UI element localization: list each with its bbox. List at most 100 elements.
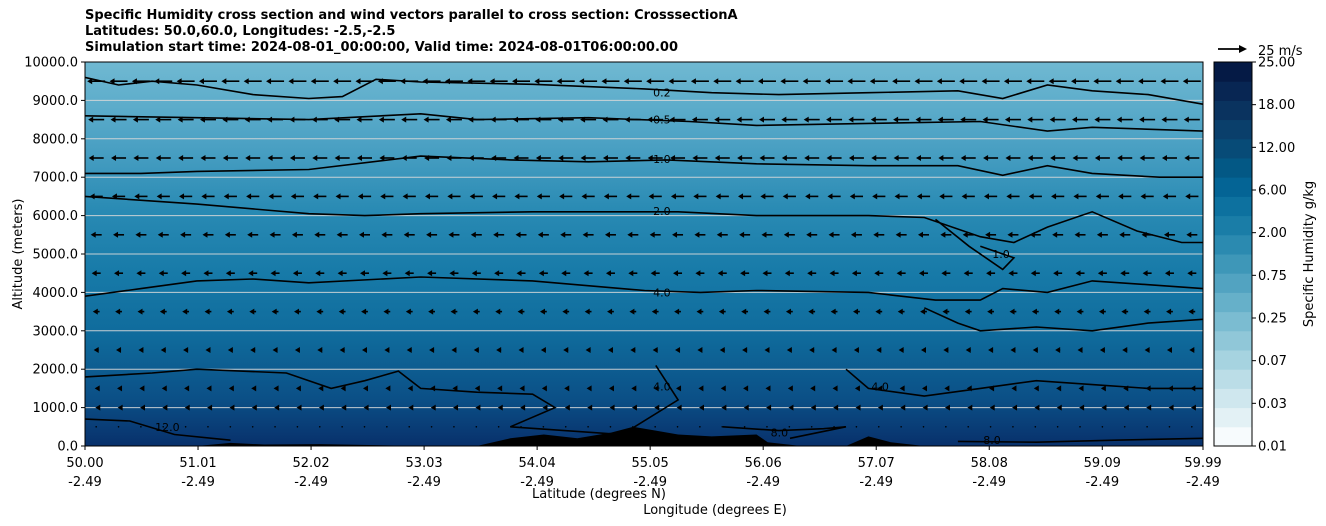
wind-vector <box>561 270 571 277</box>
wind-vector <box>690 78 709 85</box>
wind-vector <box>178 155 194 161</box>
wind-vector <box>809 347 815 353</box>
colorbar-tick-label: 18.00 <box>1258 98 1295 113</box>
wind-vector <box>109 78 128 85</box>
colorbar-band <box>1214 119 1252 140</box>
colorbar: 0.01 0.03 0.07 0.25 0.75 2.00 6.00 12.00 18.00 25… <box>1213 56 1317 455</box>
wind-vector <box>1012 426 1014 428</box>
colorbar-band <box>1214 273 1252 293</box>
wind-vector <box>162 426 165 428</box>
wind-vector <box>91 270 101 277</box>
wind-vector <box>519 385 525 392</box>
wind-vector <box>875 308 883 315</box>
wind-vector <box>402 193 416 200</box>
wind-vector <box>871 155 887 161</box>
wind-vector <box>251 426 254 428</box>
wind-vector <box>563 347 569 353</box>
wind-vector <box>363 426 366 428</box>
y-tick-label: 5000.0 <box>33 248 79 263</box>
wind-vector <box>340 385 346 392</box>
wind-vector <box>1142 270 1152 277</box>
wind-vector <box>737 155 753 161</box>
wind-vector <box>1034 426 1037 428</box>
colorbar-band <box>1214 330 1252 351</box>
wind-vector <box>696 308 704 315</box>
wind-vector <box>581 193 595 200</box>
wind-vector <box>383 308 391 315</box>
wind-vector <box>184 404 190 411</box>
wind-vector <box>517 308 525 315</box>
wind-vector <box>134 193 148 200</box>
wind-vector <box>967 404 973 411</box>
wind-vector <box>627 231 639 238</box>
wind-vector <box>229 426 232 428</box>
wind-vector <box>564 404 570 411</box>
wind-vector <box>274 426 276 428</box>
wind-vector <box>494 270 504 277</box>
wind-vector <box>206 385 212 392</box>
wind-vector <box>757 78 776 85</box>
wind-vector <box>475 404 481 411</box>
wind-vector <box>221 78 240 85</box>
wind-vector <box>184 385 190 392</box>
wind-vector <box>628 270 638 277</box>
wind-vector <box>1161 155 1177 161</box>
wind-vector <box>1056 404 1062 411</box>
wind-vector <box>405 308 413 315</box>
wind-vector <box>1032 347 1038 353</box>
wind-vector <box>1093 78 1112 85</box>
wind-vector <box>1138 78 1157 85</box>
wind-vector <box>294 308 301 315</box>
wind-vector <box>1055 347 1061 353</box>
wind-vector <box>940 231 952 238</box>
wind-vector <box>289 155 305 161</box>
wind-vector <box>583 270 593 277</box>
wind-vector <box>650 270 660 277</box>
wind-vector <box>1075 270 1085 277</box>
wind-vector <box>831 347 837 353</box>
wind-vector <box>542 426 545 428</box>
wind-vector <box>826 116 843 123</box>
wind-vector <box>959 78 978 85</box>
wind-vector <box>1143 308 1151 315</box>
x-tick-label-lon: -2.49 <box>633 475 667 490</box>
wind-vector <box>381 231 393 238</box>
wind-vector <box>1048 78 1067 85</box>
x-tick-label-lat: 52.02 <box>292 456 329 471</box>
wind-vector <box>582 231 594 238</box>
wind-vector <box>944 404 950 411</box>
wind-vector <box>430 404 436 411</box>
wind-vector <box>743 426 746 428</box>
wind-vector <box>921 347 926 353</box>
wind-vector <box>877 404 883 411</box>
wind-vector <box>251 404 257 411</box>
contour-label: 12.0 <box>155 421 180 434</box>
wind-vector <box>721 426 724 428</box>
wind-vector <box>987 308 994 315</box>
wind-vector <box>1056 385 1062 392</box>
wind-vector <box>204 308 212 315</box>
x-tick-label-lon: -2.49 <box>294 475 328 490</box>
wind-vector <box>1121 308 1129 315</box>
wind-vector <box>782 193 796 200</box>
wind-vector <box>826 155 842 161</box>
wind-vector <box>1010 347 1016 353</box>
wind-vector <box>1120 270 1130 277</box>
wind-vector <box>780 78 799 85</box>
wind-vector <box>893 116 910 123</box>
wind-vector <box>717 270 727 277</box>
wind-vector <box>111 155 127 161</box>
contour-line <box>85 418 231 441</box>
wind-vector <box>623 78 642 85</box>
wind-vector <box>609 426 612 428</box>
wind-vector <box>787 385 793 392</box>
colorbar-band <box>1214 138 1252 159</box>
wind-vector <box>802 78 821 85</box>
wind-vector <box>1096 231 1108 238</box>
wind-vector <box>788 426 791 428</box>
wind-vector <box>295 385 301 392</box>
wind-vector <box>740 270 750 277</box>
colorbar-band <box>1214 215 1252 236</box>
wind-vector <box>357 155 372 161</box>
wind-vector <box>764 347 770 353</box>
